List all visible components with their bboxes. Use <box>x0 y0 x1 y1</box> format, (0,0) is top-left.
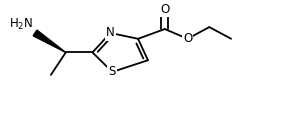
Text: N: N <box>106 26 115 39</box>
Polygon shape <box>33 30 66 52</box>
Text: H$_2$N: H$_2$N <box>9 17 33 32</box>
Text: S: S <box>108 65 116 78</box>
Text: O: O <box>160 3 169 16</box>
Text: O: O <box>183 32 192 45</box>
